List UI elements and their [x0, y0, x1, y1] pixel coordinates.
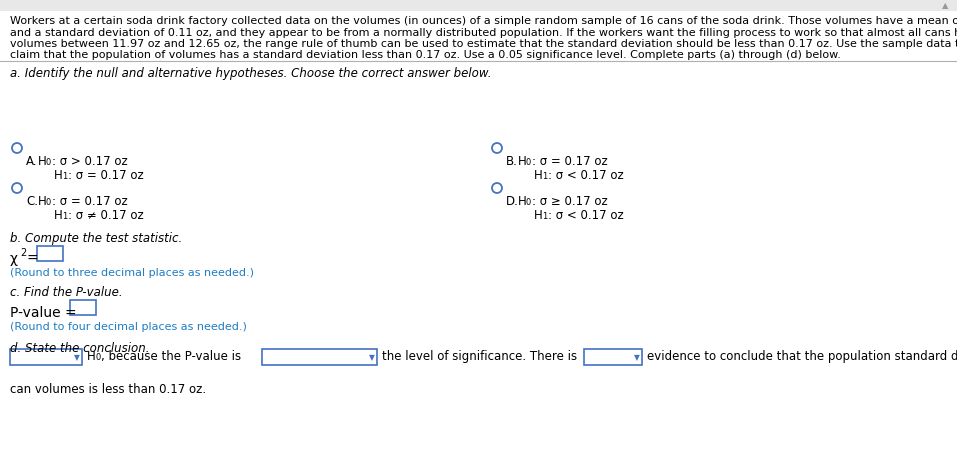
Text: : σ > 0.17 oz: : σ > 0.17 oz [52, 155, 127, 168]
FancyBboxPatch shape [262, 349, 377, 365]
Text: : σ < 0.17 oz: : σ < 0.17 oz [548, 208, 624, 221]
Text: Workers at a certain soda drink factory collected data on the volumes (in ounces: Workers at a certain soda drink factory … [10, 16, 957, 26]
Circle shape [12, 144, 22, 154]
Text: ▲: ▲ [942, 1, 948, 10]
Circle shape [492, 184, 502, 193]
Text: P-value =: P-value = [10, 305, 77, 319]
FancyBboxPatch shape [70, 300, 96, 315]
Text: C.: C. [26, 194, 38, 207]
Text: , because the P-value is: , because the P-value is [101, 349, 241, 362]
Text: (Round to three decimal places as needed.): (Round to three decimal places as needed… [10, 267, 254, 277]
Text: a. Identify the null and alternative hypotheses. Choose the correct answer below: a. Identify the null and alternative hyp… [10, 67, 492, 80]
Text: and a standard deviation of 0.11 oz, and they appear to be from a normally distr: and a standard deviation of 0.11 oz, and… [10, 28, 957, 37]
Text: 0: 0 [95, 352, 100, 361]
Text: H: H [38, 194, 47, 207]
Text: the level of significance. There is: the level of significance. There is [382, 349, 577, 362]
Text: A.: A. [26, 155, 37, 168]
Circle shape [492, 144, 502, 154]
Bar [0, 0, 957, 12]
Text: H: H [38, 155, 47, 168]
FancyBboxPatch shape [584, 349, 642, 365]
Text: H: H [54, 208, 63, 221]
Text: : σ < 0.17 oz: : σ < 0.17 oz [548, 169, 624, 182]
Text: D.: D. [506, 194, 519, 207]
Text: H: H [534, 169, 543, 182]
Text: 2: 2 [20, 248, 26, 258]
Text: 0: 0 [46, 158, 52, 166]
Text: : σ = 0.17 oz: : σ = 0.17 oz [68, 169, 144, 182]
Text: evidence to conclude that the population standard deviation of: evidence to conclude that the population… [647, 349, 957, 362]
Text: 0: 0 [46, 198, 52, 207]
Text: 1: 1 [542, 212, 547, 221]
Text: 1: 1 [62, 212, 67, 221]
Text: volumes between 11.97 oz and 12.65 oz, the range rule of thumb can be used to es: volumes between 11.97 oz and 12.65 oz, t… [10, 39, 957, 49]
Text: : σ = 0.17 oz: : σ = 0.17 oz [532, 155, 608, 168]
Text: 1: 1 [542, 172, 547, 180]
Text: H: H [54, 169, 63, 182]
Text: claim that the population of volumes has a standard deviation less than 0.17 oz.: claim that the population of volumes has… [10, 51, 841, 60]
Text: : σ ≥ 0.17 oz: : σ ≥ 0.17 oz [532, 194, 608, 207]
Text: =: = [26, 252, 37, 265]
Text: H: H [87, 349, 96, 362]
Text: ▼: ▼ [74, 353, 80, 362]
Text: (Round to four decimal places as needed.): (Round to four decimal places as needed.… [10, 321, 247, 331]
Text: : σ = 0.17 oz: : σ = 0.17 oz [52, 194, 127, 207]
Text: 0: 0 [526, 158, 531, 166]
Text: H: H [534, 208, 543, 221]
Text: b. Compute the test statistic.: b. Compute the test statistic. [10, 231, 182, 244]
FancyBboxPatch shape [37, 246, 63, 262]
Text: 1: 1 [62, 172, 67, 180]
Text: d. State the conclusion.: d. State the conclusion. [10, 341, 149, 354]
Text: 0: 0 [526, 198, 531, 207]
Text: χ: χ [10, 252, 18, 265]
Text: c. Find the P-value.: c. Find the P-value. [10, 285, 122, 299]
Text: ▼: ▼ [369, 353, 375, 362]
Text: : σ ≠ 0.17 oz: : σ ≠ 0.17 oz [68, 208, 144, 221]
Text: H: H [518, 155, 526, 168]
Text: can volumes is less than 0.17 oz.: can volumes is less than 0.17 oz. [10, 382, 206, 395]
Text: B.: B. [506, 155, 518, 168]
Text: H: H [518, 194, 526, 207]
Circle shape [12, 184, 22, 193]
FancyBboxPatch shape [10, 349, 82, 365]
Text: ▼: ▼ [634, 353, 640, 362]
